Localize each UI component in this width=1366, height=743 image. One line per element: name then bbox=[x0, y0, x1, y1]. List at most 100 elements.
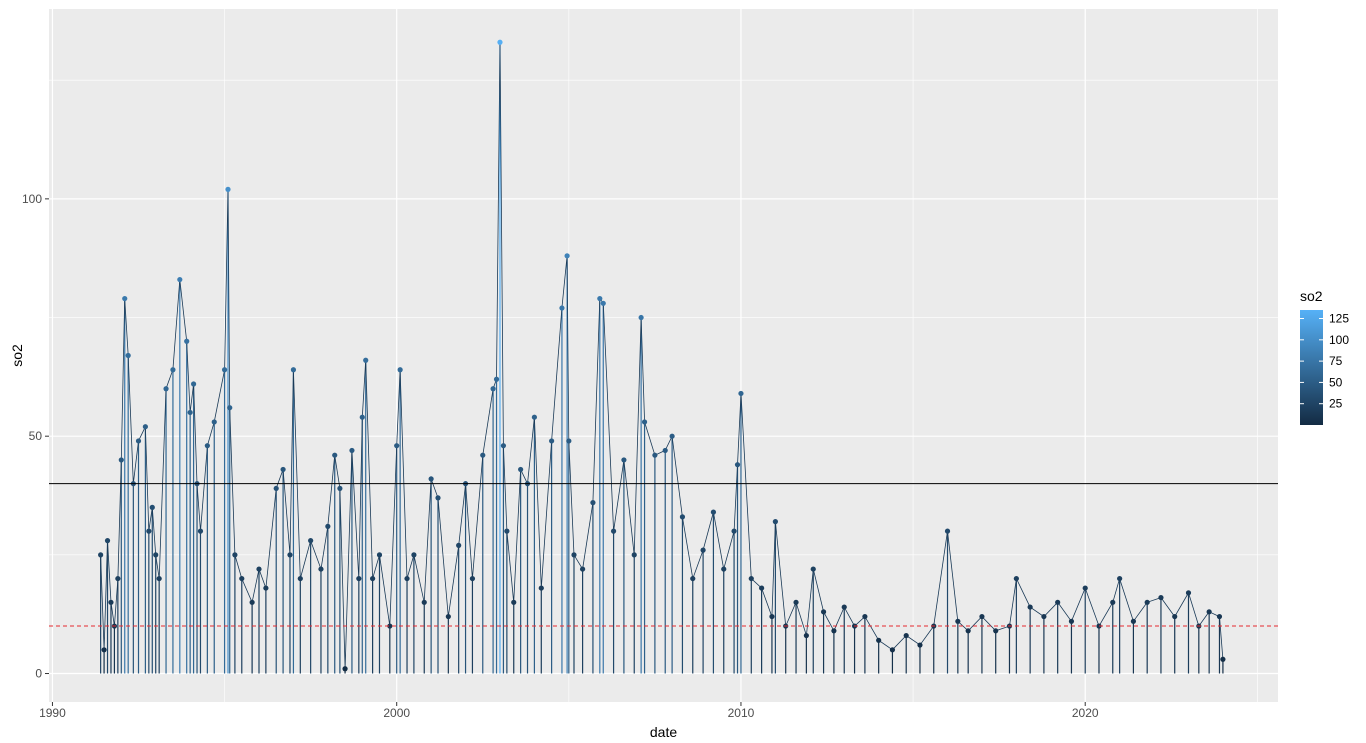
data-point bbox=[641, 419, 648, 425]
data-point bbox=[318, 566, 324, 572]
data-point bbox=[903, 632, 909, 639]
data-point bbox=[211, 419, 217, 425]
data-point bbox=[772, 519, 778, 525]
data-point bbox=[993, 628, 999, 634]
x-tick-label: 2000 bbox=[383, 706, 410, 720]
data-point bbox=[135, 438, 142, 444]
data-point bbox=[480, 452, 486, 458]
data-point bbox=[356, 575, 362, 582]
data-point bbox=[1158, 594, 1164, 601]
data-point bbox=[146, 528, 152, 534]
data-point bbox=[690, 575, 696, 582]
data-point bbox=[142, 424, 148, 430]
data-point bbox=[249, 599, 255, 605]
data-point bbox=[359, 414, 365, 420]
data-point bbox=[227, 405, 233, 411]
data-point bbox=[225, 186, 231, 192]
y-tick-label: 50 bbox=[29, 429, 43, 443]
legend-label: 75 bbox=[1329, 354, 1343, 368]
data-point bbox=[325, 523, 331, 529]
data-point bbox=[490, 386, 496, 392]
data-point bbox=[944, 528, 951, 534]
data-point bbox=[428, 476, 434, 482]
data-point bbox=[652, 452, 658, 458]
data-point bbox=[349, 447, 355, 454]
data-point bbox=[1144, 599, 1150, 605]
x-tick-label: 1990 bbox=[39, 706, 66, 720]
data-point bbox=[101, 647, 107, 653]
data-point bbox=[748, 575, 754, 582]
y-axis-ticks: 0 50 100 bbox=[22, 192, 49, 681]
y-axis-title: so2 bbox=[9, 344, 25, 367]
data-point bbox=[631, 552, 637, 558]
data-point bbox=[493, 376, 500, 382]
data-point bbox=[221, 367, 228, 373]
data-point bbox=[700, 547, 706, 553]
x-tick-label: 2020 bbox=[1072, 706, 1099, 720]
legend-label: 125 bbox=[1329, 312, 1349, 326]
data-point bbox=[518, 466, 524, 473]
data-point bbox=[734, 462, 741, 468]
legend-label: 50 bbox=[1329, 375, 1343, 389]
data-point bbox=[793, 599, 799, 605]
data-point bbox=[511, 599, 517, 605]
data-point bbox=[118, 457, 124, 463]
data-point bbox=[531, 414, 538, 420]
data-point bbox=[232, 552, 238, 558]
data-point bbox=[122, 295, 128, 302]
minor-gridlines bbox=[49, 9, 1278, 702]
data-point bbox=[1185, 590, 1192, 596]
data-point bbox=[421, 599, 427, 605]
data-point bbox=[1082, 585, 1088, 591]
data-point bbox=[917, 642, 923, 648]
data-point bbox=[363, 357, 369, 363]
data-point bbox=[1216, 613, 1223, 620]
data-point bbox=[342, 666, 348, 672]
data-point bbox=[263, 585, 269, 591]
data-point bbox=[710, 509, 717, 515]
data-point bbox=[376, 552, 383, 558]
data-point bbox=[153, 552, 159, 558]
data-point bbox=[370, 575, 376, 582]
reference-lines bbox=[49, 483, 1278, 627]
data-point bbox=[504, 528, 510, 534]
data-point bbox=[820, 609, 827, 615]
data-point bbox=[679, 514, 686, 520]
data-point bbox=[115, 575, 121, 582]
data-point bbox=[337, 485, 343, 492]
data-point bbox=[456, 542, 462, 548]
data-point bbox=[841, 604, 847, 610]
data-point bbox=[955, 618, 961, 624]
data-point bbox=[156, 575, 162, 582]
data-point bbox=[769, 613, 775, 620]
x-axis-title: date bbox=[650, 724, 677, 740]
data-point bbox=[662, 447, 668, 454]
data-point bbox=[810, 566, 816, 572]
data-point bbox=[177, 276, 183, 283]
data-point bbox=[1013, 575, 1019, 582]
data-point bbox=[394, 443, 400, 449]
data-point bbox=[889, 647, 896, 653]
data-point bbox=[610, 528, 617, 534]
data-point bbox=[876, 637, 882, 643]
data-point bbox=[197, 528, 204, 534]
data-point bbox=[273, 485, 279, 492]
data-point bbox=[332, 452, 338, 458]
legend-ticks: 25 50 75 100 125 bbox=[1300, 312, 1349, 411]
data-point bbox=[1055, 599, 1061, 605]
data-point bbox=[239, 575, 245, 582]
data-point bbox=[1130, 618, 1137, 624]
data-point bbox=[1027, 604, 1033, 610]
data-point bbox=[445, 613, 451, 620]
data-point bbox=[549, 438, 555, 444]
data-point bbox=[566, 438, 572, 444]
data-point bbox=[759, 585, 765, 591]
data-point bbox=[500, 443, 507, 449]
data-point bbox=[256, 566, 262, 572]
data-point bbox=[404, 575, 410, 582]
data-point bbox=[621, 457, 627, 463]
data-point bbox=[803, 632, 809, 639]
data-point bbox=[149, 504, 155, 510]
data-point bbox=[638, 314, 644, 321]
data-point bbox=[1041, 613, 1047, 620]
